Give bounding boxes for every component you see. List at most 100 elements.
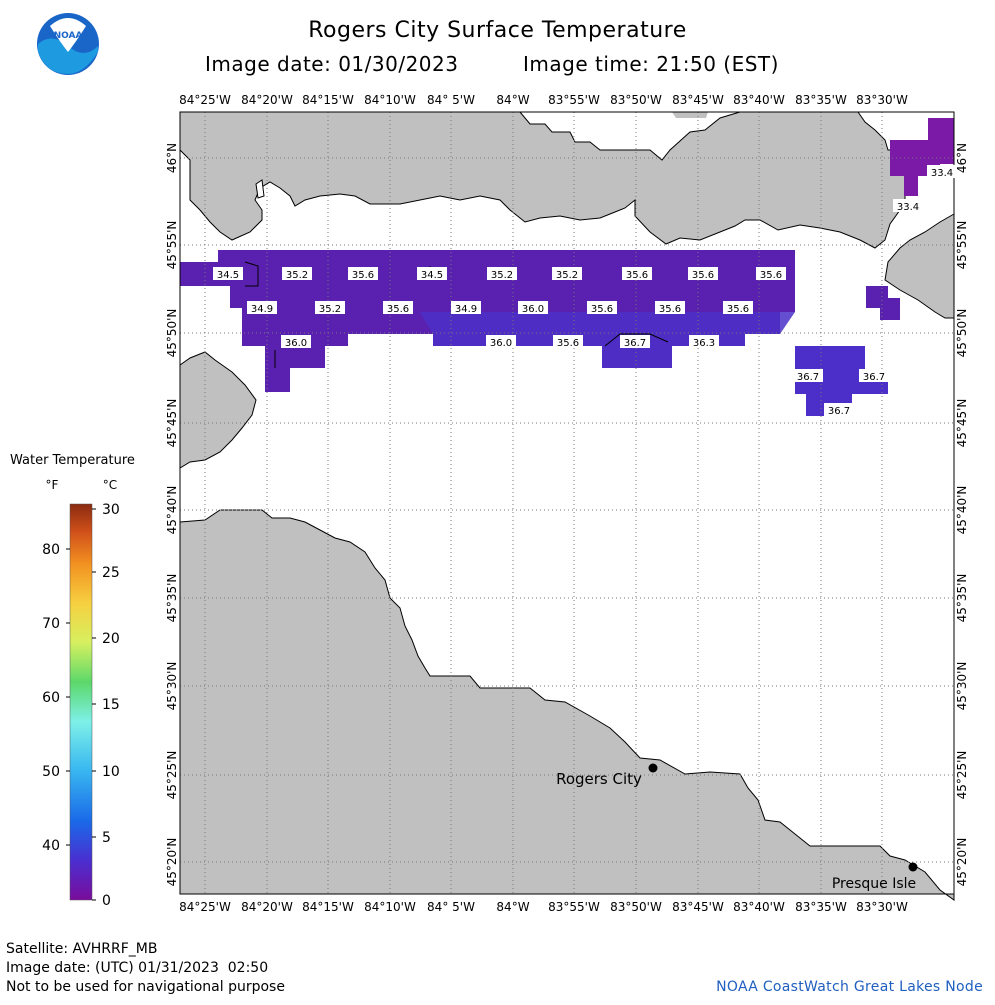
lon-label-bottom: 83°45'W (672, 900, 724, 914)
legend-label-f: 40 (42, 838, 60, 854)
land-north-islet (672, 112, 708, 118)
temp-label-bg (247, 301, 277, 314)
legend-title: Water Temperature (10, 453, 135, 468)
temp-label: 36.7 (797, 372, 819, 383)
lon-label-top: 83°50'W (610, 93, 662, 107)
temp-label: 36.7 (863, 372, 885, 383)
temp-label: 35.2 (556, 270, 578, 281)
temp-label: 35.2 (491, 270, 513, 281)
lon-label-top: 84°25'W (179, 93, 231, 107)
temp-label: 33.4 (897, 202, 919, 213)
image-date: Image date: 01/30/2023 (205, 52, 459, 76)
lon-label-bottom: 84°W (496, 900, 529, 914)
lat-label-right: 45°50'N (955, 309, 969, 358)
footer-credit: NOAA CoastWatch Great Lakes Node (716, 979, 983, 995)
temp-label: 35.6 (760, 270, 782, 281)
latitude-labels-left: 46°N 45°55'N 45°50'N 45°45'N 45°40'N 45°35'N 4… (165, 143, 179, 887)
lon-label-top: 83°40'W (733, 93, 785, 107)
legend-label-f: 80 (42, 542, 60, 558)
longitude-labels-bottom: 84°25'W 84°20'W 84°15'W 84°10'W 84° 5'W 84°W 8… (179, 900, 908, 914)
temp-label-bg (451, 301, 481, 314)
lon-label-bottom: 83°50'W (610, 900, 662, 914)
temp-label: 35.2 (319, 304, 341, 315)
temp-label-bg (688, 267, 718, 280)
lon-label-top: 83°45'W (672, 93, 724, 107)
temp-label: 33.4 (931, 168, 953, 179)
lat-label-left: 45°40'N (165, 486, 179, 535)
temp-label: 36.7 (828, 406, 850, 417)
longitude-labels-top: 84°25'W 84°20'W 84°15'W 84°10'W 84° 5'W 84°W 8… (179, 93, 908, 107)
lon-label-bottom: 84°15'W (302, 900, 354, 914)
noaa-logo: NOAA (37, 13, 99, 75)
lat-label-left: 45°30'N (165, 662, 179, 711)
map-grid (180, 112, 954, 894)
temp-label-bg (620, 335, 650, 348)
lat-label-right: 45°25'N (955, 751, 969, 800)
temp-label: 35.2 (286, 270, 308, 281)
temp-label-bg (824, 403, 854, 416)
temp-label: 34.5 (421, 270, 443, 281)
temp-label: 36.7 (624, 338, 646, 349)
temp-label: 35.6 (591, 304, 613, 315)
temp-label-bg (552, 267, 582, 280)
footer-info: Satellite: AVHRRF_MB Image date: (UTC) 0… (6, 940, 285, 997)
temp-label-bg (518, 301, 548, 314)
lon-label-top: 83°35'W (795, 93, 847, 107)
land-north-shore (179, 111, 906, 249)
temp-label-bg (756, 267, 786, 280)
temperature-overlay (180, 118, 954, 416)
temp-label: 34.9 (455, 304, 477, 315)
lon-label-top: 84°15'W (302, 93, 354, 107)
legend-label-c: 30 (102, 502, 120, 518)
temp-label-bg (859, 369, 889, 382)
land-west (179, 351, 257, 469)
place-rogers-city: Rogers City (556, 763, 658, 788)
lat-label-left: 45°20'N (165, 838, 179, 887)
temp-label: 35.6 (387, 304, 409, 315)
land-north-inlet (518, 111, 741, 161)
temp-label: 36.0 (522, 304, 544, 315)
temp-label: 36.0 (285, 338, 307, 349)
place-label-presque-isle: Presque Isle (832, 876, 916, 892)
temp-label: 35.6 (352, 270, 374, 281)
legend-label-f: 70 (42, 616, 60, 632)
temperature-labels: 34.5 35.2 35.6 34.5 35.2 35.2 35.6 35.6 35.6 34.9… (213, 165, 957, 417)
footer-satellite: Satellite: AVHRRF_MB (6, 941, 158, 957)
place-marker (648, 763, 658, 773)
lon-label-bottom: 83°35'W (795, 900, 847, 914)
temp-label: 36.0 (490, 338, 512, 349)
temp-label-bg (655, 301, 685, 314)
legend-unit-f: °F (46, 478, 59, 492)
temp-label-bg (587, 301, 617, 314)
legend-unit-c: °C (103, 478, 117, 492)
temp-label-bg (348, 267, 378, 280)
temp-label-bg (281, 335, 311, 348)
temp-label: 34.5 (217, 270, 239, 281)
page-title: Rogers City Surface Temperature (308, 18, 687, 43)
lon-label-bottom: 83°55'W (548, 900, 600, 914)
lon-label-top: 84°W (496, 93, 529, 107)
temp-label-bg (383, 301, 413, 314)
lon-label-bottom: 84°20'W (241, 900, 293, 914)
lon-label-top: 83°30'W (856, 93, 908, 107)
lat-label-right: 45°20'N (955, 838, 969, 887)
lon-label-bottom: 83°30'W (856, 900, 908, 914)
temp-label-bg (315, 301, 345, 314)
place-presque-isle: Presque Isle (832, 862, 918, 892)
footer-utc-date: Image date: (UTC) 01/31/2023 02:50 (6, 960, 269, 976)
temp-label-bg (417, 267, 447, 280)
temp-label-bg (282, 267, 312, 280)
legend-label-c: 15 (102, 697, 120, 713)
lon-label-top: 83°55'W (548, 93, 600, 107)
latitude-labels-right: 46°N 45°55'N 45°50'N 45°45'N 45°40'N 45°35'N 4… (955, 143, 969, 887)
lon-label-bottom: 83°40'W (733, 900, 785, 914)
legend-label-c: 25 (102, 565, 120, 581)
legend-label-c: 0 (102, 893, 111, 909)
temp-patch-northeast (890, 118, 954, 196)
legend-colorbar (69, 503, 93, 901)
place-label-rogers-city: Rogers City (556, 770, 642, 788)
land-south-shore (179, 509, 955, 901)
temp-label: 34.9 (251, 304, 273, 315)
